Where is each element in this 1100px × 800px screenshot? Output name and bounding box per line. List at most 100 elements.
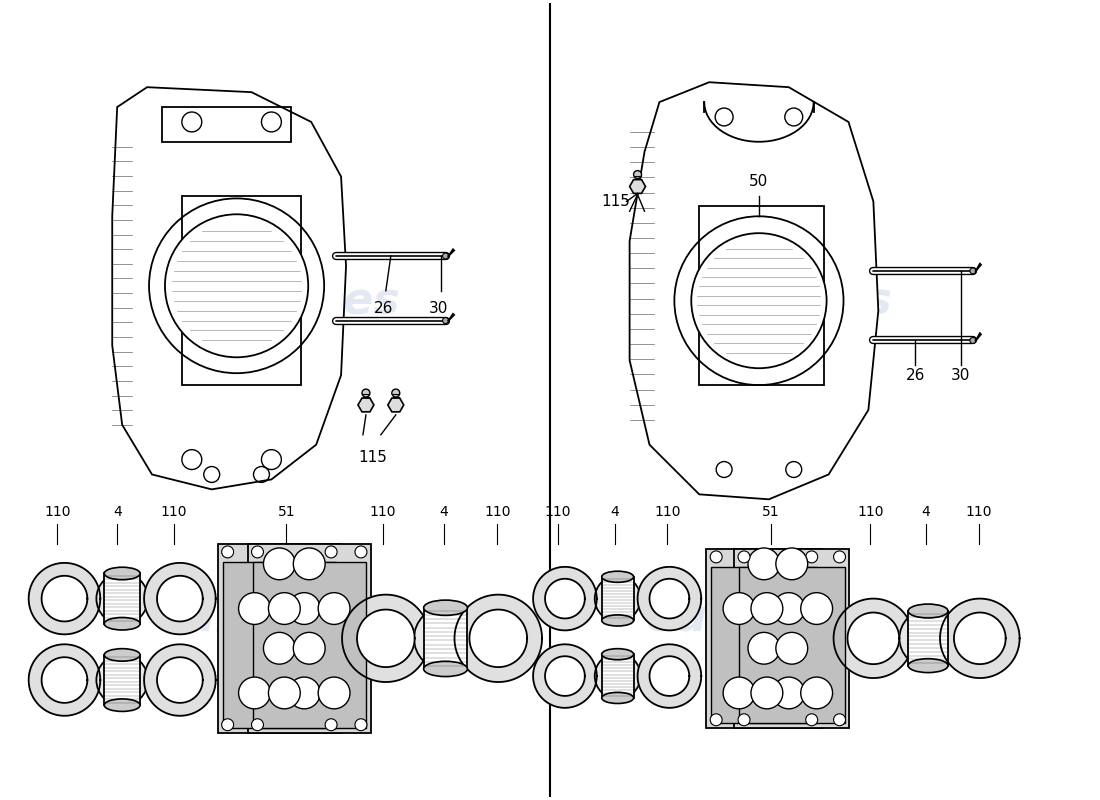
Circle shape <box>268 677 300 709</box>
Polygon shape <box>454 594 542 682</box>
Circle shape <box>723 677 755 709</box>
Text: 110: 110 <box>370 505 396 519</box>
Circle shape <box>326 546 337 558</box>
Polygon shape <box>222 562 337 728</box>
Circle shape <box>748 548 780 580</box>
Circle shape <box>148 198 324 373</box>
Circle shape <box>970 268 976 274</box>
Circle shape <box>442 318 449 323</box>
Circle shape <box>748 632 780 664</box>
Circle shape <box>392 389 399 397</box>
Circle shape <box>773 677 805 709</box>
Text: 4: 4 <box>439 505 448 519</box>
Ellipse shape <box>602 571 634 582</box>
Polygon shape <box>358 610 415 667</box>
Polygon shape <box>470 610 527 667</box>
Circle shape <box>751 677 783 709</box>
Polygon shape <box>218 544 341 733</box>
Circle shape <box>97 573 148 624</box>
Polygon shape <box>534 567 597 630</box>
Text: 26: 26 <box>374 301 394 316</box>
Circle shape <box>239 677 271 709</box>
Polygon shape <box>629 180 646 194</box>
Text: 115: 115 <box>359 450 387 465</box>
Text: eurofaces: eurofaces <box>646 597 892 640</box>
Ellipse shape <box>424 600 468 615</box>
Polygon shape <box>534 644 597 708</box>
Text: 110: 110 <box>966 505 992 519</box>
Text: 26: 26 <box>905 368 925 383</box>
Ellipse shape <box>104 699 140 711</box>
Polygon shape <box>253 562 366 728</box>
Polygon shape <box>649 578 690 618</box>
Circle shape <box>776 548 807 580</box>
Polygon shape <box>424 608 468 669</box>
Circle shape <box>222 546 233 558</box>
Polygon shape <box>954 613 1005 664</box>
Circle shape <box>252 546 264 558</box>
Polygon shape <box>248 544 371 733</box>
Circle shape <box>595 653 640 699</box>
Circle shape <box>711 714 722 726</box>
Text: 50: 50 <box>749 174 769 190</box>
Polygon shape <box>909 611 948 666</box>
Circle shape <box>900 610 957 667</box>
Polygon shape <box>712 567 816 722</box>
Circle shape <box>711 551 722 563</box>
Circle shape <box>691 233 826 368</box>
Text: eurofaces: eurofaces <box>153 597 399 640</box>
Text: 30: 30 <box>429 301 449 316</box>
Polygon shape <box>602 577 634 621</box>
Circle shape <box>414 607 477 670</box>
Text: 4: 4 <box>610 505 619 519</box>
Ellipse shape <box>909 658 948 673</box>
Text: 115: 115 <box>602 194 630 209</box>
Polygon shape <box>602 654 634 698</box>
Circle shape <box>106 664 139 696</box>
Polygon shape <box>638 644 701 708</box>
Text: eurofaces: eurofaces <box>153 279 399 322</box>
Polygon shape <box>29 563 100 634</box>
Polygon shape <box>157 658 202 703</box>
Circle shape <box>355 718 367 730</box>
Polygon shape <box>629 82 878 499</box>
Text: 110: 110 <box>544 505 571 519</box>
Polygon shape <box>544 578 585 618</box>
Circle shape <box>910 621 946 656</box>
Circle shape <box>834 714 846 726</box>
Circle shape <box>318 677 350 709</box>
Circle shape <box>426 618 465 658</box>
Circle shape <box>355 546 367 558</box>
Circle shape <box>264 548 295 580</box>
Circle shape <box>264 632 295 664</box>
Circle shape <box>294 548 326 580</box>
Polygon shape <box>706 549 822 728</box>
Circle shape <box>239 593 271 625</box>
Circle shape <box>97 654 148 706</box>
Polygon shape <box>104 655 140 705</box>
Polygon shape <box>42 658 87 703</box>
Circle shape <box>751 593 783 625</box>
Polygon shape <box>358 398 374 412</box>
Circle shape <box>106 582 139 614</box>
Circle shape <box>595 576 640 622</box>
Circle shape <box>294 632 326 664</box>
Ellipse shape <box>602 692 634 703</box>
Circle shape <box>970 338 976 343</box>
Polygon shape <box>544 656 585 696</box>
Text: 51: 51 <box>762 505 780 519</box>
Polygon shape <box>42 576 87 622</box>
Text: 51: 51 <box>277 505 295 519</box>
Circle shape <box>442 253 449 259</box>
Circle shape <box>773 593 805 625</box>
Ellipse shape <box>104 567 140 580</box>
Circle shape <box>738 551 750 563</box>
Circle shape <box>801 677 833 709</box>
Circle shape <box>834 551 846 563</box>
Polygon shape <box>157 576 202 622</box>
Polygon shape <box>29 644 100 716</box>
Polygon shape <box>649 656 690 696</box>
Polygon shape <box>144 644 216 716</box>
Circle shape <box>603 584 632 613</box>
Circle shape <box>805 714 817 726</box>
